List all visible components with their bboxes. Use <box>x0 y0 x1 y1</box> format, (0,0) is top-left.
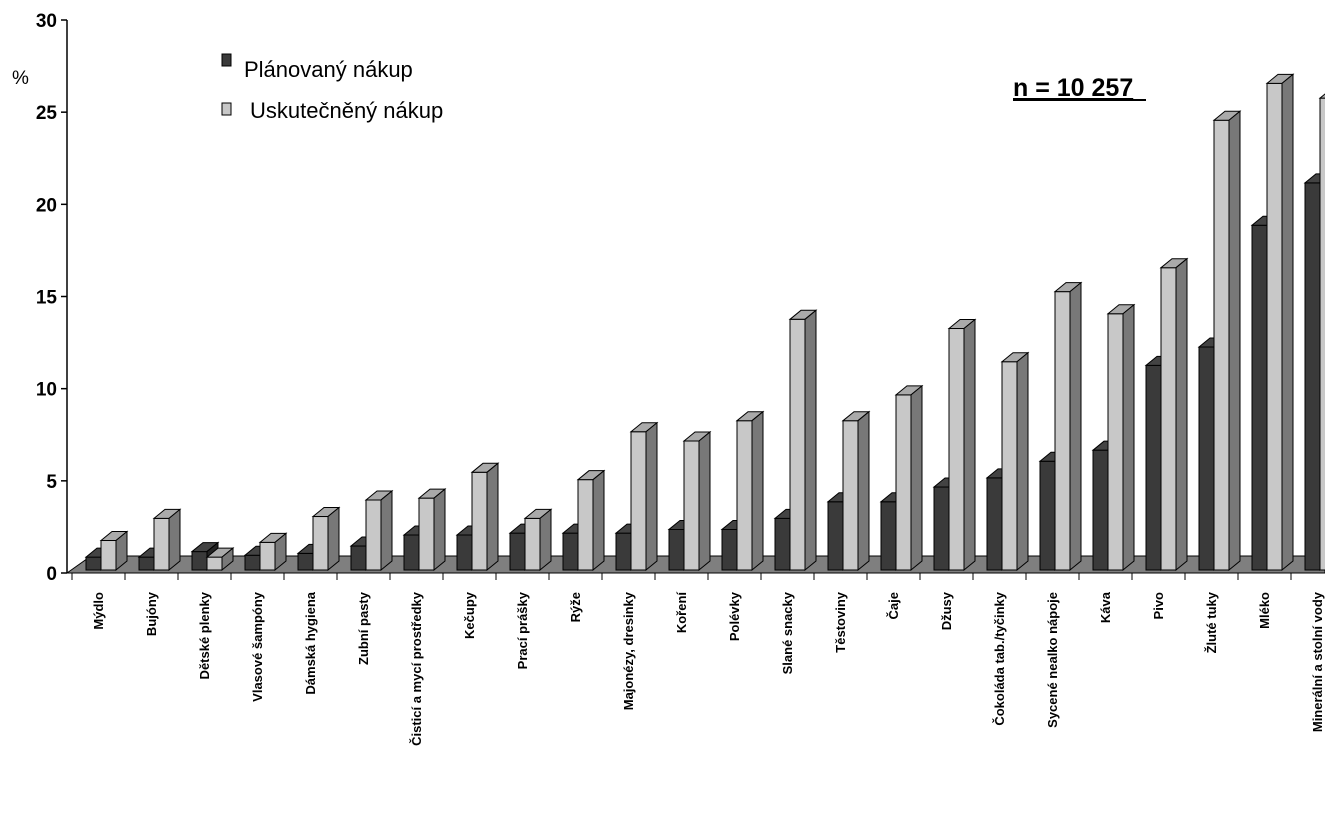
bar-actual <box>947 318 977 572</box>
category-label: Prací prášky <box>515 591 530 669</box>
category-label: Vlasové šampóny <box>250 591 265 702</box>
bar-actual <box>629 421 659 572</box>
y-tick-label: 0 <box>46 564 57 585</box>
bars <box>84 73 1325 572</box>
bar-actual <box>576 469 606 572</box>
category-label: Rýže <box>568 592 583 622</box>
bar-actual <box>152 508 182 572</box>
y-tick-label: 15 <box>36 288 58 309</box>
bar-actual <box>735 410 765 572</box>
bar-actual <box>470 462 500 572</box>
y-tick-label: 25 <box>36 103 58 124</box>
category-labels: Mýdlo Bujóny Dětské plenky Vlasové šampóny D… <box>91 591 1325 746</box>
bar-actual <box>417 488 447 572</box>
category-label: Dětské plenky <box>197 591 212 679</box>
category-label: Polévky <box>727 591 742 641</box>
category-label: Čisticí a mycí prostředky <box>409 591 424 746</box>
bar-actual <box>1106 303 1136 572</box>
category-label: Koření <box>674 592 689 634</box>
category-label: Káva <box>1098 591 1113 623</box>
bar-actual <box>99 530 129 572</box>
category-label: Mléko <box>1257 592 1272 629</box>
legend-label-planned: Plánovaný nákup <box>244 57 413 82</box>
bar-actual <box>311 506 341 572</box>
bar-actual <box>1053 281 1083 572</box>
bar-actual <box>1000 351 1030 572</box>
bar-actual <box>205 547 235 572</box>
category-label: Kečupy <box>462 591 477 639</box>
category-label: Bujóny <box>144 591 159 636</box>
category-label: Pivo <box>1151 592 1166 620</box>
bar-actual <box>1212 110 1242 572</box>
sample-size-annotation: n = 10 257 <box>1013 74 1133 102</box>
y-tick-label: 30 <box>36 11 57 32</box>
bar-actual <box>1318 93 1325 571</box>
category-label: Čaje <box>886 592 901 619</box>
bar-actual <box>258 532 288 572</box>
category-label: Mýdlo <box>91 592 106 630</box>
legend-swatch-planned <box>221 53 232 67</box>
bar-actual <box>788 309 818 572</box>
y-tick-label: 5 <box>46 472 57 493</box>
y-axis-unit-label: % <box>12 68 29 89</box>
bar-actual <box>682 430 712 572</box>
bar-actual <box>523 508 553 572</box>
bar-actual <box>894 384 924 572</box>
category-label: Čokoláda tab./tyčinky <box>992 591 1007 725</box>
category-label: Majonézy, dresinky <box>621 591 636 710</box>
bar-actual <box>841 410 871 572</box>
bar-actual <box>1159 257 1189 572</box>
category-label: Žluté tuky <box>1204 591 1219 653</box>
category-label: Zubní pasty <box>356 591 371 665</box>
legend-label-actual: Uskutečněný nákup <box>250 98 443 123</box>
y-tick-label: 10 <box>36 380 57 401</box>
category-label: Dámská hygiena <box>303 591 318 694</box>
category-label: Minerální a stolní vody <box>1310 591 1325 732</box>
legend: Plánovaný nákup Uskutečněný nákup <box>221 53 443 123</box>
category-label: Těstoviny <box>833 591 848 652</box>
category-label: Slané snacky <box>780 591 795 674</box>
category-label: Džusy <box>939 591 954 630</box>
bar-actual <box>1265 73 1295 572</box>
legend-swatch-actual <box>221 102 232 116</box>
y-tick-label: 20 <box>36 195 57 216</box>
bar-actual <box>364 489 394 572</box>
y-axis: 0 5 10 15 20 25 30 <box>36 11 1292 585</box>
category-label: Sycené nealko nápoje <box>1045 592 1060 728</box>
